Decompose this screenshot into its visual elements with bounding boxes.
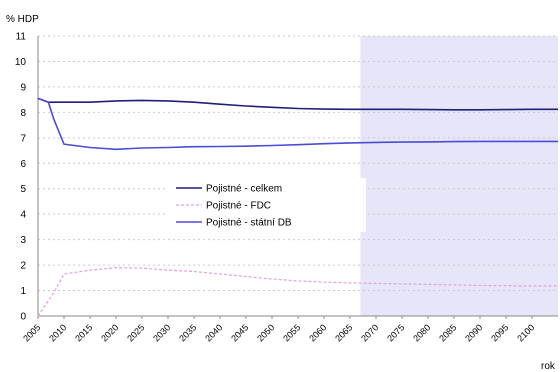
- y-tick-label: 11: [16, 32, 27, 43]
- y-tick-label: 5: [20, 184, 26, 195]
- x-tick-label: 2085: [437, 322, 458, 343]
- x-tick-label: 2080: [411, 322, 432, 343]
- y-tick-label: 6: [20, 159, 26, 170]
- x-tick-label: 2010: [47, 322, 68, 343]
- x-tick-label: 2100: [515, 322, 536, 343]
- x-tick-label: 2005: [21, 322, 42, 343]
- y-tick-label: 7: [20, 133, 26, 144]
- x-tick-label: 2025: [125, 322, 146, 343]
- x-tick-label: 2020: [99, 322, 120, 343]
- x-axis-title: rok: [541, 361, 556, 372]
- y-tick-label: 0: [20, 312, 26, 323]
- y-tick-label: 9: [20, 82, 26, 93]
- legend-label-3: Pojistné - státní DB: [206, 218, 292, 229]
- y-axis-title: % HDP: [6, 14, 39, 25]
- x-tick-label: 2075: [385, 322, 406, 343]
- y-tick-label: 2: [20, 261, 26, 272]
- x-tick-label: 2065: [333, 322, 354, 343]
- legend-label-1: Pojistné - celkem: [206, 184, 282, 195]
- y-tick-label: 1: [20, 286, 26, 297]
- x-tick-label: 2015: [73, 322, 94, 343]
- x-tick-label: 2035: [177, 322, 198, 343]
- series-line-1: [37, 97, 558, 111]
- y-tick-label: 10: [15, 57, 27, 68]
- x-tick-label: 2050: [255, 322, 276, 343]
- x-tick-label: 2040: [203, 322, 224, 343]
- x-tick-label: 2090: [463, 322, 484, 343]
- legend-label-2: Pojistné - FDC: [206, 201, 271, 212]
- projection-shaded-region: [360, 36, 558, 316]
- y-tick-label: 3: [20, 235, 26, 246]
- x-tick-label: 2045: [229, 322, 250, 343]
- x-tick-label: 2030: [151, 322, 172, 343]
- series-line-3: [37, 97, 558, 151]
- y-tick-label: 8: [20, 108, 26, 119]
- y-tick-label: 4: [20, 210, 26, 221]
- x-tick-label: 2070: [359, 322, 380, 343]
- x-tick-label: 2060: [307, 322, 328, 343]
- x-tick-label: 2055: [281, 322, 302, 343]
- legend: Pojistné - celkem Pojistné - FDC Pojistné …: [168, 178, 366, 232]
- x-tick-label: 2095: [489, 322, 510, 343]
- series-line-2: [37, 266, 558, 317]
